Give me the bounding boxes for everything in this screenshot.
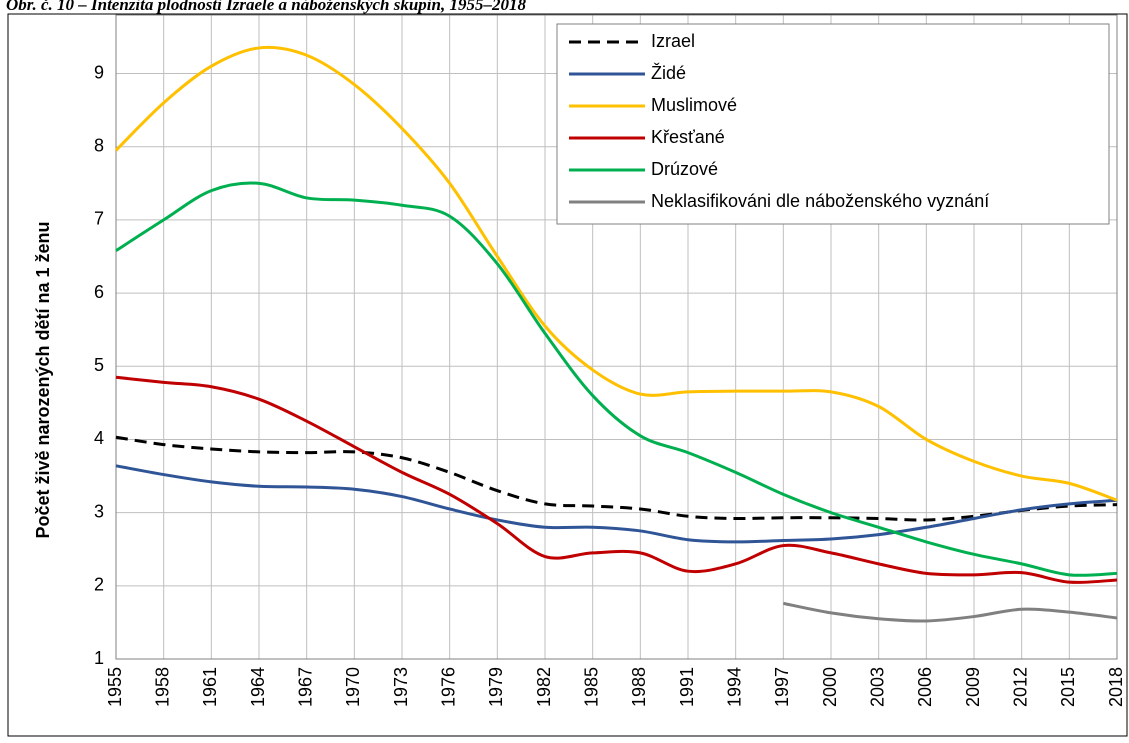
x-tick-label: 1973 xyxy=(391,667,411,707)
x-tick-label: 1967 xyxy=(295,667,315,707)
x-tick-label: 2000 xyxy=(820,667,840,707)
y-axis-label: Počet živě narozených dětí na 1 ženu xyxy=(33,221,53,538)
x-tick-label: 1970 xyxy=(343,667,363,707)
legend-label: Neklasifikováni dle náboženského vyznání xyxy=(651,191,989,211)
x-tick-label: 1979 xyxy=(486,667,506,707)
y-tick-label: 4 xyxy=(94,428,104,448)
series-line xyxy=(115,464,1118,544)
legend-label: Izrael xyxy=(651,31,695,51)
x-tick-label: 1991 xyxy=(677,667,697,707)
y-tick-label: 9 xyxy=(94,62,104,82)
legend-label: Židé xyxy=(651,63,686,83)
x-tick-label: 1982 xyxy=(534,667,554,707)
y-tick-label: 6 xyxy=(94,282,104,302)
plot-area xyxy=(115,14,1118,660)
x-tick-label: 2018 xyxy=(1106,667,1126,707)
y-tick-label: 3 xyxy=(94,501,104,521)
x-tick-label: 1976 xyxy=(438,667,458,707)
x-tick-label: 2009 xyxy=(963,667,983,707)
legend-label: Muslimové xyxy=(651,95,737,115)
x-tick-label: 1955 xyxy=(105,667,125,707)
x-tick-label: 1964 xyxy=(248,667,268,707)
x-tick-label: 1961 xyxy=(200,667,220,707)
y-tick-label: 8 xyxy=(94,135,104,155)
x-tick-label: 1994 xyxy=(724,667,744,707)
x-tick-label: 2006 xyxy=(915,667,935,707)
y-tick-label: 5 xyxy=(94,355,104,375)
x-tick-label: 2015 xyxy=(1058,667,1078,707)
x-tick-label: 2012 xyxy=(1010,667,1030,707)
y-tick-label: 2 xyxy=(94,575,104,595)
x-tick-label: 1958 xyxy=(152,667,172,707)
legend-label: Drúzové xyxy=(651,159,718,179)
x-tick-label: 2003 xyxy=(867,667,887,707)
series-line xyxy=(115,375,1118,584)
legend-box xyxy=(556,23,1110,225)
series-line xyxy=(114,45,1118,502)
chart-title: Obr. č. 10 – Intenzita plodnosti Izraele… xyxy=(6,0,526,14)
series-line xyxy=(115,435,1118,522)
x-tick-label: 1997 xyxy=(772,667,792,707)
series-line xyxy=(783,601,1118,623)
x-tick-label: 1985 xyxy=(581,667,601,707)
legend-label: Křesťané xyxy=(651,127,725,147)
y-tick-label: 7 xyxy=(94,209,104,229)
x-tick-label: 1988 xyxy=(629,667,649,707)
y-tick-label: 1 xyxy=(94,648,104,668)
series-line xyxy=(115,181,1118,577)
